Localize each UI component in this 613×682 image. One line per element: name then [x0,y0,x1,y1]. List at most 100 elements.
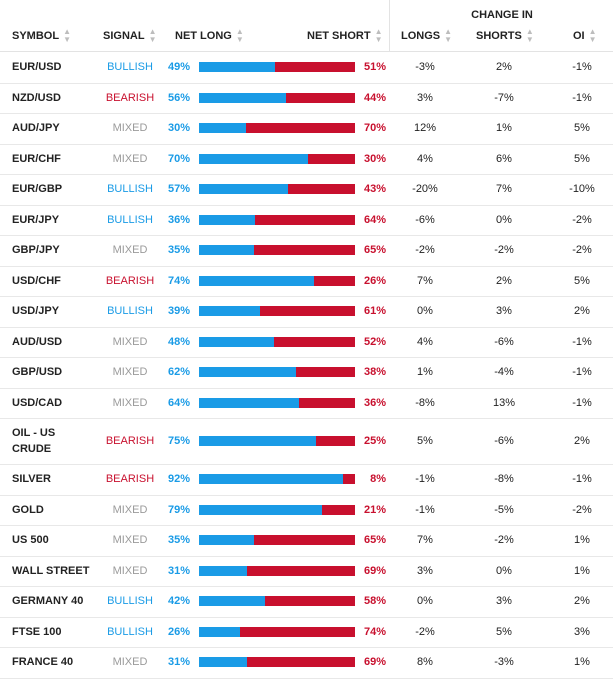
table-row[interactable]: GERMANY 40 BULLISH 42% 58% 0% 3% 2% [0,586,613,618]
table-row[interactable]: EUR/JPY BULLISH 36% 64% -6% 0% -2% [0,205,613,236]
net-short-value: 43% [363,183,386,196]
table-row[interactable]: AUD/JPY MIXED 30% 70% 12% 1% 5% [0,113,613,145]
symbol-cell[interactable]: EUR/JPY [12,213,60,226]
net-short-value: 52% [363,335,386,348]
oi-change-cell: -1% [572,396,592,409]
signal-cell: BEARISH [105,91,155,104]
signal-cell: MIXED [112,122,148,135]
net-short-value: 38% [363,366,386,379]
net-long-fill [199,184,288,195]
sort-arrows-icon[interactable]: ▲ ▼ [374,27,383,45]
sentiment-bar [199,596,355,607]
table-row[interactable]: EUR/USD BULLISH 49% 51% -3% 2% -1% [0,52,613,84]
oi-change-cell: 5% [574,122,590,135]
symbol-cell[interactable]: FRANCE 40 [12,656,74,669]
net-long-fill [199,62,276,73]
table-row[interactable]: FRANCE 40 MIXED 31% 69% 8% -3% 1% [0,647,613,679]
longs-change-cell: 3% [417,91,433,104]
symbol-cell[interactable]: USD/CAD [12,396,63,409]
column-header-net-long[interactable]: NET LONG ▲ ▼ [175,23,244,51]
symbol-cell[interactable]: NZD/USD [12,91,61,104]
signal-cell: BULLISH [107,595,153,608]
net-long-value: 31% [167,656,190,669]
sentiment-bar [199,535,355,546]
longs-change-cell: -2% [415,625,435,638]
symbol-cell[interactable]: EUR/CHF [12,152,61,165]
net-long-value: 57% [167,183,190,196]
table-row[interactable]: FTSE 100 BULLISH 26% 74% -2% 5% 3% [0,617,613,648]
longs-change-cell: 7% [417,274,433,287]
symbol-cell[interactable]: AUD/JPY [12,122,60,135]
table-row[interactable]: GBP/JPY MIXED 35% 65% -2% -2% -2% [0,235,613,267]
symbol-cell[interactable]: EUR/USD [12,61,62,74]
table-row[interactable]: USD/CAD MIXED 64% 36% -8% 13% -1% [0,388,613,419]
table-row[interactable]: AUD/USD MIXED 48% 52% 4% -6% -1% [0,327,613,358]
signal-cell: BULLISH [107,61,153,74]
net-long-value: 42% [167,595,190,608]
symbol-cell[interactable]: FTSE 100 [12,625,62,638]
symbol-cell[interactable]: WALL STREET [12,564,90,577]
shorts-change-cell: 3% [496,305,512,318]
longs-change-cell: 4% [417,152,433,165]
table-row[interactable]: GOLD MIXED 79% 21% -1% -5% -2% [0,495,613,526]
symbol-cell[interactable]: AUD/USD [12,335,63,348]
table-row[interactable]: US 500 MIXED 35% 65% 7% -2% 1% [0,525,613,557]
symbol-cell[interactable]: USD/JPY [12,305,60,318]
shorts-change-cell: 0% [496,213,512,226]
net-short-value: 25% [363,435,386,447]
sentiment-bar [199,123,355,134]
symbol-cell[interactable]: GERMANY 40 [12,595,84,608]
symbol-cell[interactable]: GBP/JPY [12,244,60,257]
sort-arrows-icon[interactable]: ▲ ▼ [525,27,534,45]
net-short-value: 30% [363,152,386,165]
net-long-fill [199,153,309,164]
column-header-oi[interactable]: OI ▲ ▼ [573,23,597,51]
oi-change-cell: 3% [574,625,590,638]
table-row[interactable]: WALL STREET MIXED 31% 69% 3% 0% 1% [0,556,613,587]
sort-arrows-icon[interactable]: ▲ ▼ [588,27,597,45]
column-header-shorts[interactable]: SHORTS ▲ ▼ [476,23,534,51]
table-row[interactable]: SILVER BEARISH 92% 8% -1% -8% -1% [0,464,613,496]
signal-cell: BEARISH [105,274,155,287]
table-row[interactable]: EUR/CHF MIXED 70% 30% 4% 6% 5% [0,144,613,175]
symbol-cell[interactable]: EUR/GBP [12,183,63,196]
shorts-change-cell: -5% [494,503,514,516]
sentiment-bar [199,474,355,485]
longs-change-cell: 0% [417,305,433,318]
net-long-value: 39% [167,305,190,318]
symbol-cell[interactable]: GBP/USD [12,366,63,379]
shorts-change-cell: 0% [496,564,512,577]
net-long-value: 35% [167,534,190,547]
column-header-signal[interactable]: SIGNAL ▲ ▼ [103,23,156,51]
column-header-symbol[interactable]: SYMBOL ▲ ▼ [12,23,71,51]
symbol-cell[interactable]: OIL - US CRUDE [12,427,56,455]
symbol-cell[interactable]: US 500 [12,534,49,547]
net-long-value: 75% [167,435,190,447]
column-header-longs[interactable]: LONGS ▲ ▼ [401,23,452,51]
sort-arrows-icon[interactable]: ▲ ▼ [148,27,157,45]
symbol-cell[interactable]: SILVER [12,473,51,486]
longs-change-cell: -20% [412,183,438,196]
sort-arrows-icon[interactable]: ▲ ▼ [444,27,453,45]
symbol-cell[interactable]: USD/CHF [12,274,61,287]
table-row[interactable]: EUR/GBP BULLISH 57% 43% -20% 7% -10% [0,174,613,206]
table-row[interactable]: USD/CHF BEARISH 74% 26% 7% 2% 5% [0,266,613,297]
net-long-value: 30% [167,122,190,135]
shorts-change-cell: 13% [492,396,516,409]
table-row[interactable]: GBP/USD MIXED 62% 38% 1% -4% -1% [0,357,613,389]
sort-arrows-icon[interactable]: ▲ ▼ [63,27,71,45]
table-row[interactable]: NZD/USD BEARISH 56% 44% 3% -7% -1% [0,83,613,114]
table-row[interactable]: USD/JPY BULLISH 39% 61% 0% 3% 2% [0,296,613,328]
shorts-change-cell: -3% [494,656,514,669]
table-row[interactable]: OIL - US CRUDE BEARISH 75% 25% 5% -6% 2% [0,418,613,465]
shorts-change-cell: -6% [494,435,514,447]
net-long-fill [199,306,260,317]
oi-change-cell: -2% [572,213,592,226]
shorts-change-cell: -7% [494,91,514,104]
sentiment-bar [199,306,355,317]
symbol-cell[interactable]: GOLD [12,503,44,516]
sort-arrows-icon[interactable]: ▲ ▼ [235,27,244,45]
column-header-net-short[interactable]: NET SHORT ▲ ▼ [307,23,382,51]
net-short-value: 21% [363,503,386,516]
longs-change-cell: 3% [417,564,433,577]
